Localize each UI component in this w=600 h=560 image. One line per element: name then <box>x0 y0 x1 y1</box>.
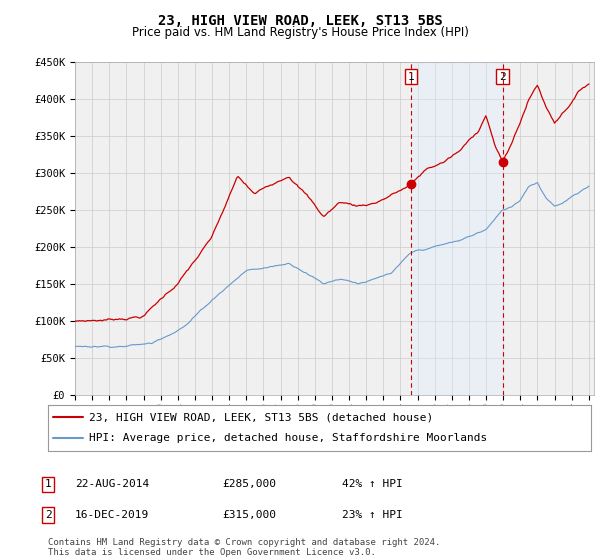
Text: 1: 1 <box>44 479 52 489</box>
Text: 23, HIGH VIEW ROAD, LEEK, ST13 5BS: 23, HIGH VIEW ROAD, LEEK, ST13 5BS <box>158 14 442 28</box>
Text: £315,000: £315,000 <box>222 510 276 520</box>
Text: 22-AUG-2014: 22-AUG-2014 <box>75 479 149 489</box>
Bar <box>411 62 503 395</box>
Text: 2: 2 <box>44 510 52 520</box>
Text: £285,000: £285,000 <box>222 479 276 489</box>
Text: 23% ↑ HPI: 23% ↑ HPI <box>342 510 403 520</box>
Text: 42% ↑ HPI: 42% ↑ HPI <box>342 479 403 489</box>
Text: Contains HM Land Registry data © Crown copyright and database right 2024.
This d: Contains HM Land Registry data © Crown c… <box>48 538 440 557</box>
Text: 2: 2 <box>499 72 506 82</box>
Text: 1: 1 <box>408 72 415 82</box>
Text: 16-DEC-2019: 16-DEC-2019 <box>75 510 149 520</box>
Text: 23, HIGH VIEW ROAD, LEEK, ST13 5BS (detached house): 23, HIGH VIEW ROAD, LEEK, ST13 5BS (deta… <box>89 412 433 422</box>
Text: HPI: Average price, detached house, Staffordshire Moorlands: HPI: Average price, detached house, Staf… <box>89 433 487 444</box>
Text: Price paid vs. HM Land Registry's House Price Index (HPI): Price paid vs. HM Land Registry's House … <box>131 26 469 39</box>
